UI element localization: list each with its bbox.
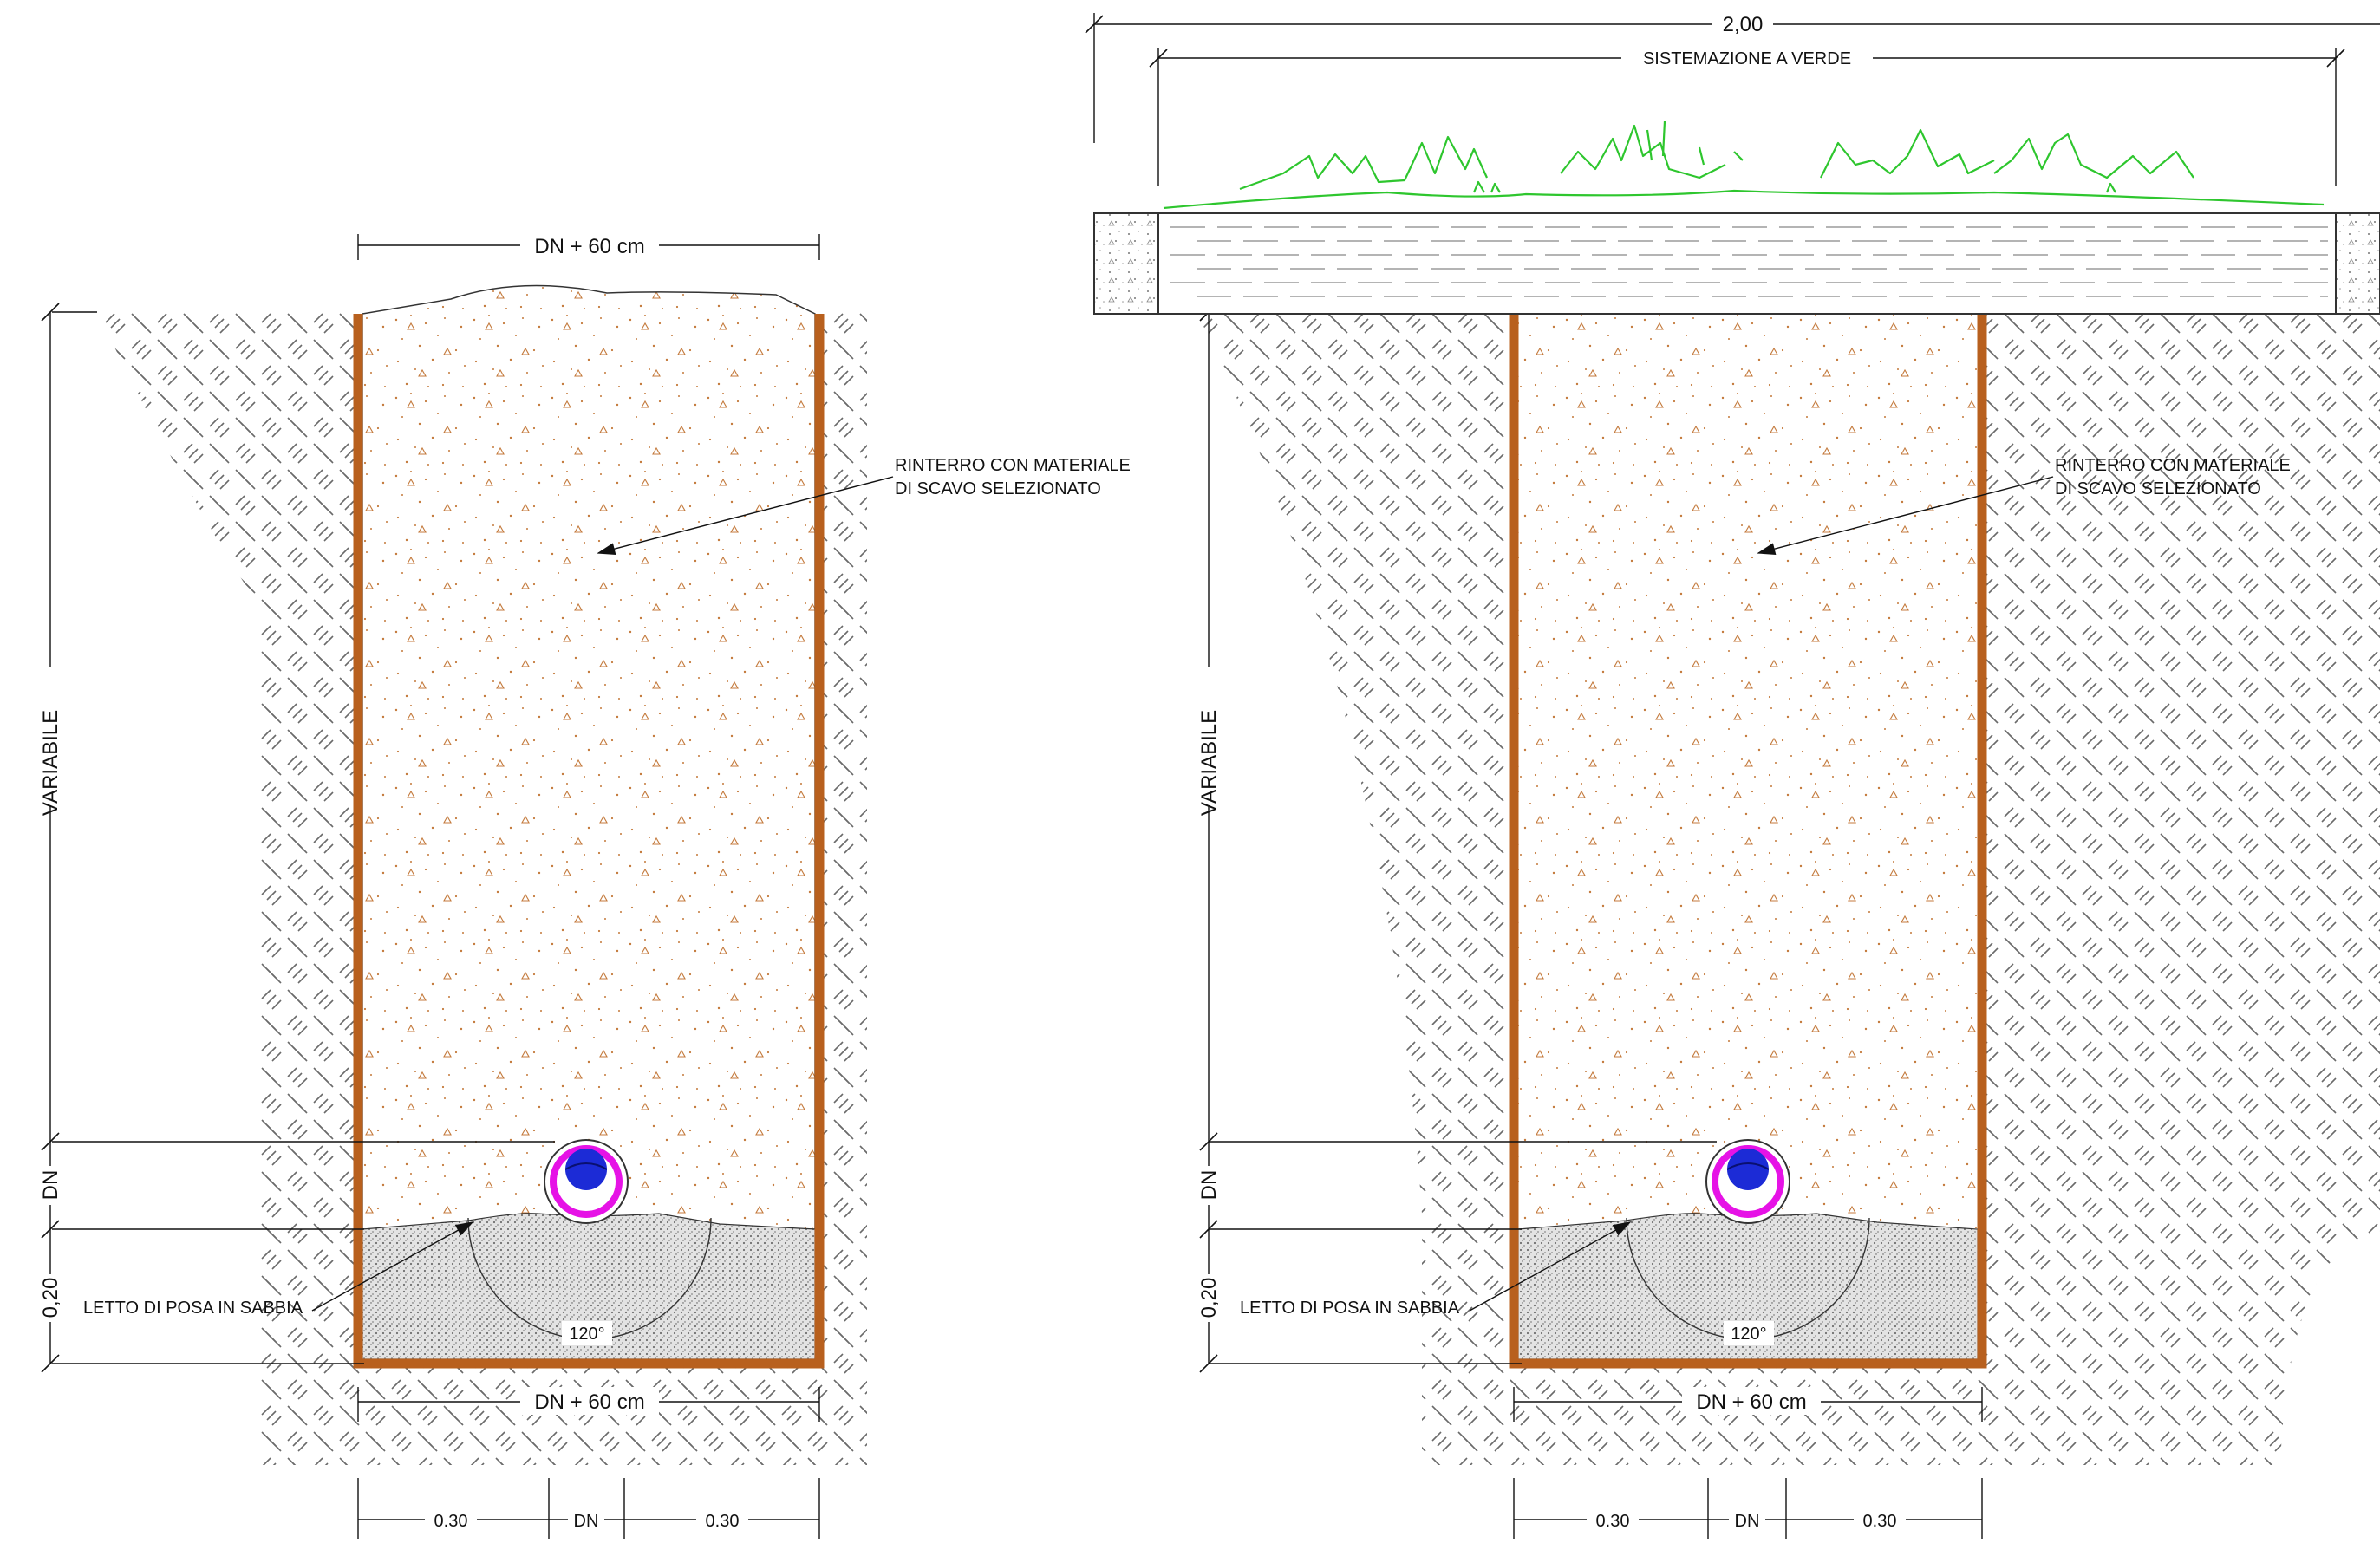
kerb-left (1093, 212, 1159, 315)
dn-bottom-right: DN (1735, 1512, 1760, 1531)
bed-thickness-right: 0,20 (1197, 1278, 1221, 1318)
trench-wall-right (1509, 314, 1987, 1369)
trench-width-bottom-right: DN + 60 cm (1696, 1390, 1806, 1414)
variable-dim-right: VARIABILE (1197, 710, 1221, 816)
soil-layer-lines (1170, 226, 2328, 297)
trench-width-top-left: DN + 60 cm (534, 235, 644, 258)
dn-dim-left: DN (39, 1170, 62, 1201)
clearance-left-2: 0.30 (706, 1512, 740, 1531)
landscaping-dim: SISTEMAZIONE A VERDE (1643, 49, 1851, 68)
clearance-right-1: 0.30 (1596, 1512, 1630, 1531)
section-left: VARIABILE DN 0,20 DN + 60 cm DN + 60 cm … (36, 231, 1131, 1539)
soil-layer-slab (1157, 212, 2337, 315)
backfill-right (1518, 314, 1978, 1229)
bedding-label-left: LETTO DI POSA IN SABBIA (83, 1299, 303, 1318)
backfill-left (362, 284, 816, 1230)
backfill-label-right-1: RINTERRO CON MATERIALE (2055, 456, 2291, 475)
grass-vegetation-icon (1163, 120, 2325, 210)
angle-label-right: 120° (1731, 1325, 1766, 1344)
angle-label-left: 120° (569, 1325, 604, 1344)
dn-dim-right: DN (1197, 1170, 1221, 1201)
clearance-left-1: 0.30 (434, 1512, 468, 1531)
pipe-section-icon (544, 1139, 629, 1224)
backfill-label-right-2: DI SCAVO SELEZIONATO (2055, 479, 2261, 498)
backfill-label-left-1: RINTERRO CON MATERIALE (895, 456, 1131, 475)
trench-wall-left (353, 314, 825, 1369)
total-width-dim: 2,00 (1723, 13, 1764, 36)
clearance-right-2: 0.30 (1863, 1512, 1897, 1531)
pipe-section-icon (1705, 1139, 1790, 1224)
section-right: VARIABILE DN 0,20 DN + 60 cm 0.30 DN 0.3… (1085, 10, 2380, 1539)
kerb-right (2335, 212, 2380, 315)
backfill-label-left-2: DI SCAVO SELEZIONATO (895, 479, 1101, 498)
dn-bottom-left: DN (574, 1512, 599, 1531)
bedding-label-right: LETTO DI POSA IN SABBIA (1240, 1299, 1460, 1318)
bed-thickness-left: 0,20 (39, 1278, 62, 1318)
sand-bed-right (1517, 1213, 1979, 1360)
variable-dim-left: VARIABILE (39, 710, 62, 816)
trench-width-bottom-left: DN + 60 cm (534, 1390, 644, 1414)
